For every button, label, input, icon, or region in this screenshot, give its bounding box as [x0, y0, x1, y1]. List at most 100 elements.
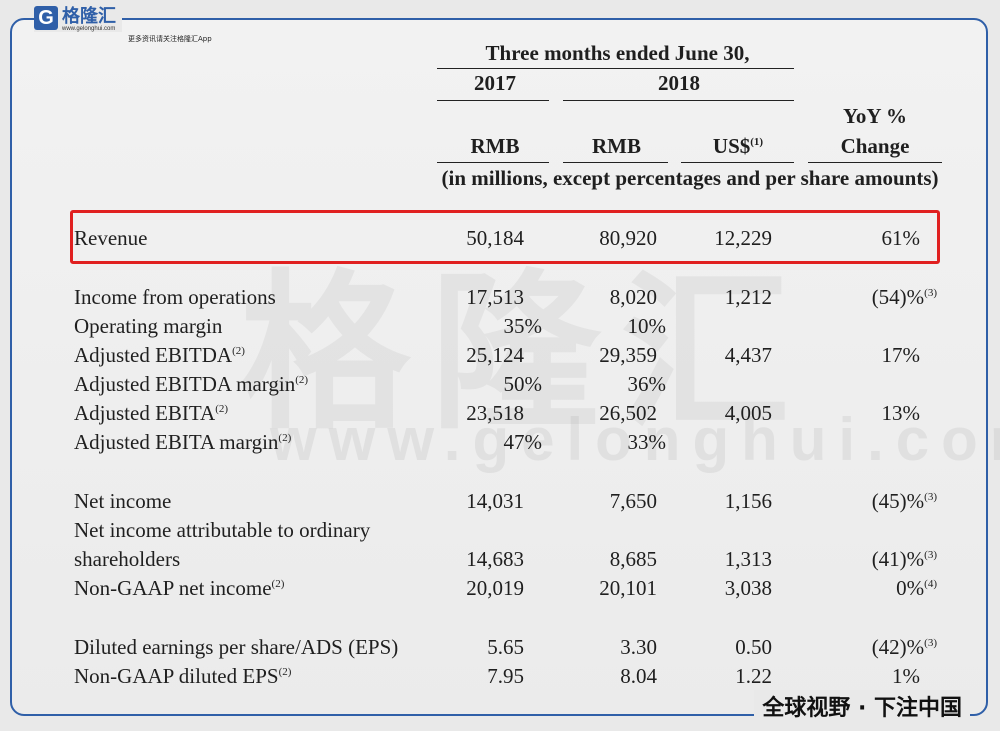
nongaap-ni-2018: 20,101: [599, 576, 657, 600]
net-income-yoy: (45)%(3): [872, 489, 937, 514]
nongaap-ni-note: (2): [271, 578, 285, 590]
income-ops-usd: 1,212: [724, 285, 772, 309]
units-note: (in millions, except percentages and per…: [441, 166, 939, 190]
ni-attr-usd: 1,313: [724, 547, 772, 571]
eps-usd: 0.50: [735, 635, 772, 659]
adj-ebita-usd: 4,005: [724, 401, 772, 425]
adj-ebitda-usd: 4,437: [724, 343, 772, 367]
nongaap-eps-note: (2): [278, 666, 292, 678]
footer-slogan: 全球视野 · 下注中国: [754, 690, 970, 722]
nongaap-eps-2018: 8.04: [620, 664, 657, 688]
logo-name: 格隆汇: [62, 6, 116, 26]
currency-usd: US$(1): [682, 134, 794, 159]
ni-attr-2018: 8,685: [609, 547, 657, 571]
watermark-cn: 格隆汇: [240, 255, 811, 453]
currency-usd-note: (1): [750, 136, 764, 148]
ni-attr-yoy-value: (41)%: [871, 547, 925, 571]
adj-ebita-margin-2018: 33%: [627, 430, 667, 454]
period-heading: Three months ended June 30,: [485, 41, 750, 65]
net-income-yoy-note: (3): [924, 491, 937, 503]
logo-mark: G: [34, 6, 58, 30]
logo-text: 格隆汇 www.gelonghui.com: [62, 6, 116, 32]
nongaap-ni-yoy: 0%(4): [896, 576, 937, 601]
yoy-heading-1: YoY %: [843, 104, 907, 128]
logo-url: www.gelonghui.com: [62, 26, 116, 32]
adj-ebitda-2017: 25,124: [466, 343, 524, 367]
adj-ebita-margin-label-text: Adjusted EBITA margin: [74, 430, 279, 454]
nongaap-eps-2017: 7.95: [487, 664, 524, 688]
year-2018: 2018: [658, 71, 700, 95]
revenue-highlight-box: [70, 210, 940, 264]
adj-ebita-label: Adjusted EBITA(2): [74, 401, 228, 426]
adj-ebitda-margin-2018: 36%: [627, 372, 667, 396]
nongaap-eps-usd: 1.22: [735, 664, 772, 688]
period-rule: [437, 68, 794, 69]
currency-rmb-2018: RMB: [592, 134, 641, 158]
op-margin-2017: 35%: [503, 314, 543, 338]
eps-2018: 3.30: [620, 635, 657, 659]
logo-slogan: 更多资讯请关注格隆汇App: [128, 35, 212, 43]
year-2017-rule: [437, 100, 549, 101]
ni-attr-yoy-note: (3): [924, 549, 937, 561]
rmb-2018-rule: [563, 162, 668, 163]
currency-usd-label: US$: [712, 134, 751, 158]
adj-ebita-margin-2017: 47%: [503, 430, 543, 454]
nongaap-eps-yoy: 1%: [892, 664, 920, 688]
yoy-rule: [808, 162, 942, 163]
adj-ebita-note: (2): [215, 403, 229, 415]
income-ops-yoy-note: (3): [924, 287, 937, 299]
op-margin-label: Operating margin: [74, 314, 223, 338]
adj-ebita-2017: 23,518: [466, 401, 524, 425]
nongaap-eps-label-text: Non-GAAP diluted EPS: [74, 664, 279, 688]
net-income-2017: 14,031: [466, 489, 524, 513]
watermark-url: www.gelonghui.com: [270, 406, 1000, 473]
adj-ebita-yoy: 13%: [881, 401, 921, 425]
ni-attr-label-line1: Net income attributable to ordinary: [74, 518, 371, 542]
income-ops-yoy-value: (54)%: [871, 285, 925, 309]
year-2018-rule: [563, 100, 794, 101]
logo: G 格隆汇 www.gelonghui.com 更多资讯请关注格隆汇App: [34, 6, 212, 43]
adj-ebita-margin-label: Adjusted EBITA margin(2): [74, 430, 291, 455]
net-income-label: Net income: [74, 489, 172, 513]
year-2017: 2017: [474, 71, 516, 95]
nongaap-ni-label-text: Non-GAAP net income: [74, 576, 272, 600]
adj-ebitda-note: (2): [232, 345, 245, 357]
net-income-usd: 1,156: [724, 489, 772, 513]
net-income-2018: 7,650: [609, 489, 657, 513]
revenue-2017: 50,184: [466, 226, 524, 250]
eps-2017: 5.65: [487, 635, 524, 659]
adj-ebitda-2018: 29,359: [599, 343, 657, 367]
adj-ebitda-yoy: 17%: [881, 343, 921, 367]
nongaap-ni-label: Non-GAAP net income(2): [74, 576, 284, 601]
nongaap-eps-label: Non-GAAP diluted EPS(2): [74, 664, 291, 689]
revenue-usd: 12,229: [714, 226, 772, 250]
adj-ebitda-margin-label: Adjusted EBITDA margin(2): [74, 372, 308, 397]
ni-attr-yoy: (41)%(3): [872, 547, 937, 572]
adj-ebita-2018: 26,502: [599, 401, 657, 425]
usd-rule: [681, 162, 794, 163]
income-ops-2018: 8,020: [609, 285, 657, 309]
revenue-yoy: 61%: [881, 226, 921, 250]
adj-ebitda-label: Adjusted EBITDA(2): [74, 343, 245, 368]
nongaap-ni-usd: 3,038: [724, 576, 772, 600]
page-frame: [10, 18, 988, 716]
eps-yoy: (42)%(3): [872, 635, 937, 660]
income-ops-2017: 17,513: [466, 285, 524, 309]
nongaap-ni-yoy-value: 0%: [896, 576, 925, 600]
net-income-yoy-value: (45)%: [871, 489, 925, 513]
eps-yoy-note: (3): [924, 637, 937, 649]
rmb-2017-rule: [437, 162, 549, 163]
revenue-2018: 80,920: [599, 226, 657, 250]
yoy-heading-2: Change: [840, 134, 910, 158]
currency-rmb-2017: RMB: [470, 134, 520, 158]
income-ops-label: Income from operations: [74, 285, 276, 309]
nongaap-ni-2017: 20,019: [466, 576, 524, 600]
ni-attr-2017: 14,683: [466, 547, 524, 571]
adj-ebitda-margin-label-text: Adjusted EBITDA margin: [74, 372, 296, 396]
adj-ebita-margin-note: (2): [278, 432, 292, 444]
ni-attr-label-line2: shareholders: [74, 547, 181, 571]
op-margin-2018: 10%: [627, 314, 667, 338]
nongaap-ni-yoy-note: (4): [924, 578, 937, 590]
eps-label: Diluted earnings per share/ADS (EPS): [74, 635, 399, 659]
adj-ebitda-label-text: Adjusted EBITDA: [74, 343, 233, 367]
